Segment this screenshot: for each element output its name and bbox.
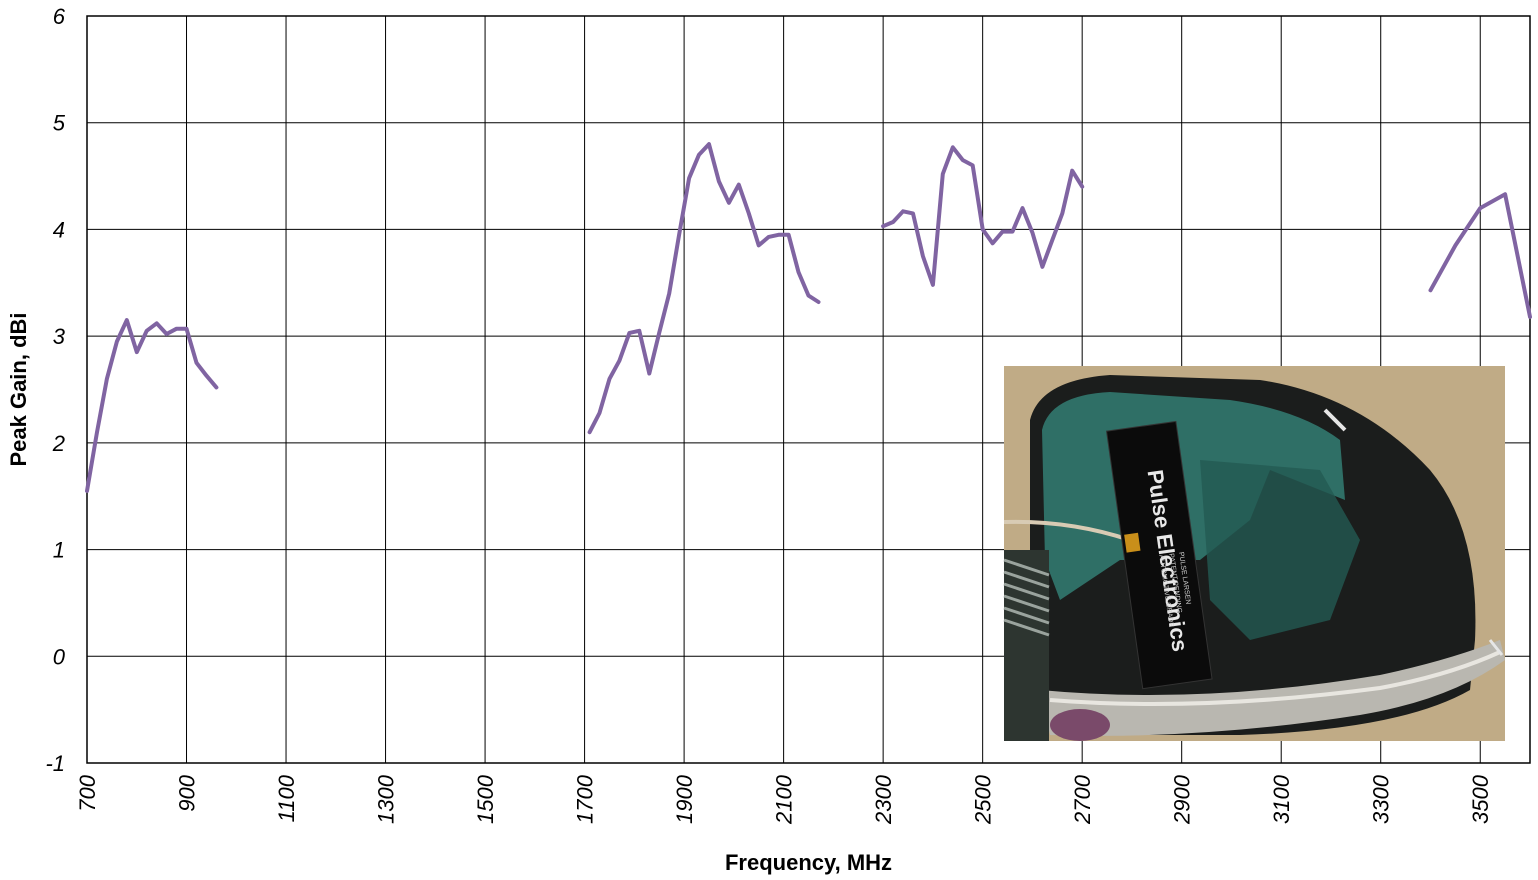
x-tick-label: 900 xyxy=(175,774,200,811)
x-axis-label: Frequency, MHz xyxy=(725,850,892,875)
antenna-photo-inset: Pulse Electronics PULSE LARSEN PATENT PE… xyxy=(1003,366,1505,741)
x-tick-label: 1300 xyxy=(374,774,399,824)
y-tick-label: 3 xyxy=(53,324,66,349)
x-tick-label: 1700 xyxy=(573,774,598,824)
series-line xyxy=(881,145,1085,287)
series-layer xyxy=(85,142,1532,493)
x-tick-label: 2300 xyxy=(871,774,896,825)
x-tick-label: 700 xyxy=(75,774,100,811)
y-tick-label: 6 xyxy=(53,4,66,29)
y-tick-label: 4 xyxy=(53,217,65,242)
x-tick-label: 2700 xyxy=(1070,774,1095,825)
y-tick-label: 5 xyxy=(53,111,66,136)
y-tick-label: 2 xyxy=(52,431,65,456)
y-tick-labels: -1 0 1 2 3 4 5 6 xyxy=(45,4,65,776)
series-line xyxy=(587,142,821,435)
series-line xyxy=(1428,192,1532,319)
y-tick-label: 0 xyxy=(53,644,66,669)
x-tick-label: 3500 xyxy=(1468,774,1493,824)
y-tick-label: 1 xyxy=(53,538,65,563)
series-line xyxy=(85,318,219,493)
plot-frame xyxy=(86,15,1531,764)
y-axis-label: Peak Gain, dBi xyxy=(6,312,31,466)
x-tick-label: 2500 xyxy=(971,774,996,825)
x-tick-label: 2900 xyxy=(1170,774,1195,825)
x-tick-label: 1100 xyxy=(274,774,299,822)
x-tick-label: 3300 xyxy=(1369,774,1394,824)
x-tick-label: 3100 xyxy=(1269,774,1294,824)
y-tick-label: -1 xyxy=(45,751,65,776)
x-tick-label: 1900 xyxy=(672,774,697,824)
x-tick-label: 2100 xyxy=(772,774,797,825)
x-tick-label: 1500 xyxy=(473,774,498,824)
x-tick-labels: 700 900 1100 1300 1500 1700 1900 2100 2300 2500 27… xyxy=(75,774,1493,825)
